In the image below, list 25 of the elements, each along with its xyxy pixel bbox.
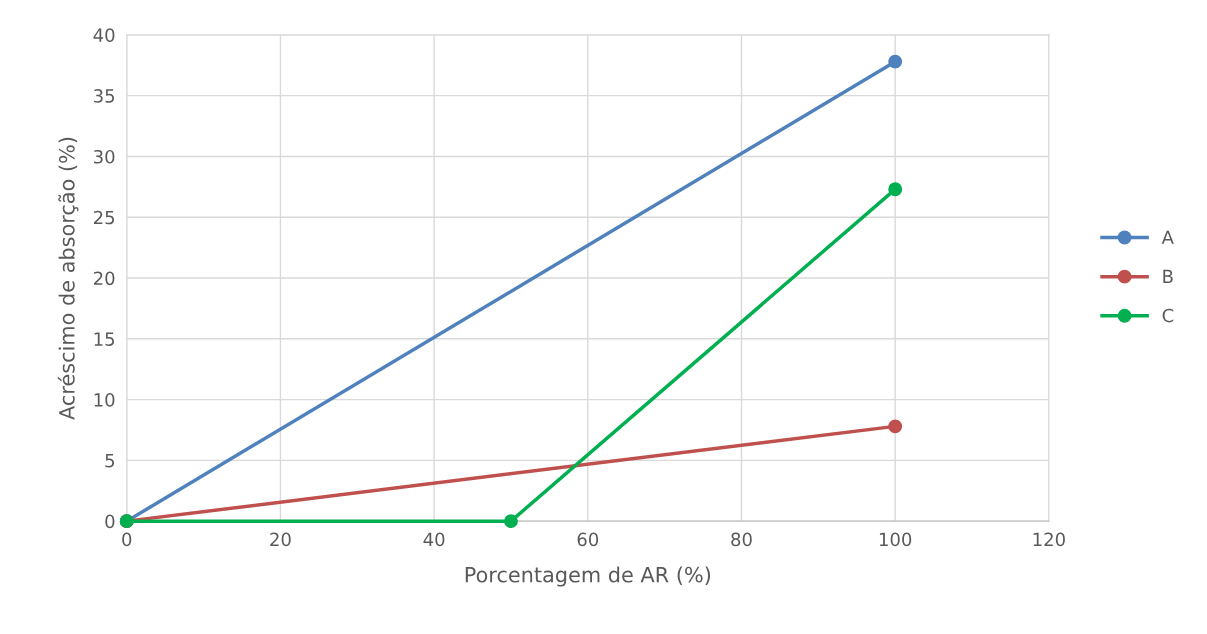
x-tick-label: 0 <box>122 532 132 547</box>
legend-label: A <box>1161 230 1174 244</box>
legend-label: C <box>1162 308 1174 323</box>
point <box>888 182 903 197</box>
y-tick-label: 10 <box>94 393 115 407</box>
point <box>888 419 903 434</box>
y-axis-title: Acréscimo de absorção (%) <box>57 137 79 420</box>
y-tick-label: 5 <box>105 454 115 468</box>
y-tick-label: 15 <box>94 332 115 346</box>
point <box>504 514 518 529</box>
y-tick-label: 35 <box>94 89 115 103</box>
point <box>888 54 903 69</box>
y-tick-label: 20 <box>93 271 115 286</box>
x-tick-label: 60 <box>577 532 599 547</box>
x-tick-label: 80 <box>731 532 752 547</box>
y-tick-label: 30 <box>94 149 115 164</box>
x-tick-label: 100 <box>879 532 912 547</box>
y-tick-label: 0 <box>105 514 115 529</box>
y-tick-label: 40 <box>93 28 115 42</box>
x-tick-label: 120 <box>1033 532 1065 547</box>
y-tick-label: 25 <box>93 210 115 225</box>
x-tick-label: 40 <box>423 532 445 547</box>
legend-label: B <box>1163 269 1173 283</box>
x-tick-label: 20 <box>270 532 291 547</box>
x-axis-title: Porcentagem de AR (%) <box>465 566 711 587</box>
